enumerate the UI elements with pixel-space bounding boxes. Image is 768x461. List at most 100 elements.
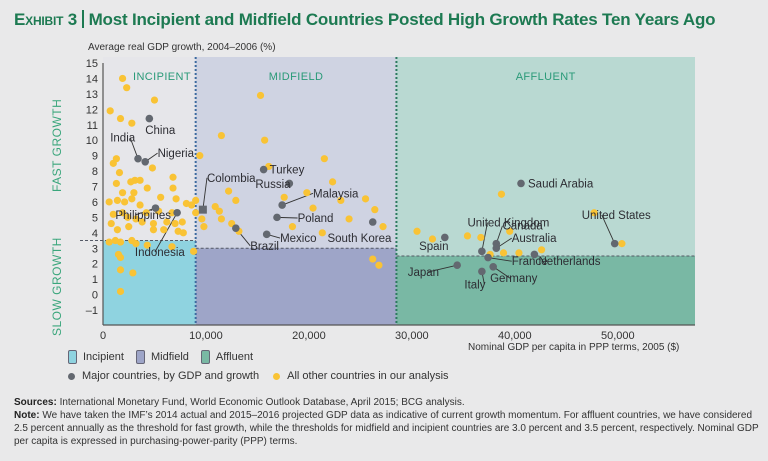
leader-line [487,257,512,262]
major-country-dot-icon [68,372,75,380]
major-country-point [278,201,286,209]
leader-line [427,264,458,273]
other-country-point [369,255,377,263]
other-country-point [506,227,514,235]
x-axis-label: Nominal GDP per capita in PPP terms, 200… [468,342,680,353]
major-country-point [610,239,619,248]
major-country-point [517,179,525,188]
other-country-point [211,202,219,211]
sources: Sources: International Monetary Fund, Wo… [14,397,465,408]
major-country-point [141,158,150,166]
other-country-point [428,235,437,243]
major-country-point [484,253,492,262]
other-country-point [169,184,177,192]
midfield-swatch-icon [135,350,145,364]
footer-notes: Sources: International Monetary Fund, Wo… [14,396,759,448]
other-country-point [136,176,144,184]
other-country-point [169,173,177,181]
title-divider [82,10,84,28]
other-country-point [320,155,328,163]
major-country-point [453,261,461,270]
country-label: United Kingdom [467,218,549,230]
other-country-point [157,193,165,201]
x-tick-label: 20,000 [292,330,326,342]
exhibit-title: Exhibit 3 Most Incipient and Midfield Cou… [14,10,716,30]
y-tick-label: 13 [86,89,98,101]
other-country-point [463,232,472,240]
other-country-point [171,219,179,228]
country-label: Australia [512,233,557,245]
country-label: China [145,125,176,137]
country-label: France [512,256,548,268]
other-country-point [309,204,317,212]
other-country-point [116,253,125,262]
country-label: Brazil [250,241,279,253]
y-tick-label: 12 [86,104,98,116]
other-country-point [143,241,151,249]
y-tick-label: –1 [86,305,98,317]
other-country-point [345,215,353,223]
y-tick-label: 1 [92,274,98,286]
country-label: Spain [419,241,448,253]
other-country-point [125,223,133,231]
other-country-point [149,226,158,234]
major-country-point [232,224,240,232]
other-country-point [361,195,370,203]
legend-markers: Major countries, by GDP and growth All o… [68,370,449,382]
other-country-point [232,196,240,204]
other-country-point [113,196,122,204]
y-tick-label: 10 [86,135,98,147]
y-axis-label: Average real GDP growth, 2004–2006 (%) [88,42,276,53]
country-label: Japan [408,267,439,279]
other-country-point [225,187,233,195]
region-midfield-slow [195,248,397,325]
other-country-point [618,240,626,248]
country-label: South Korea [327,233,392,245]
other-country-point [280,193,288,201]
country-label: Saudi Arabia [528,178,594,190]
other-country-point [123,84,131,92]
legend-midfield: Midfield [150,351,189,363]
other-country-point [116,238,125,246]
major-country-point [259,165,268,174]
country-label: Nigeria [158,148,195,160]
other-country-point [318,229,326,237]
other-country-point [136,201,144,209]
other-country-point [215,207,223,215]
major-country-point [145,114,154,123]
other-country-point [131,176,139,184]
major-country-point [368,218,377,226]
y-tick-label: 9 [92,151,98,163]
country-label: Turkey [270,165,305,177]
other-country-point [142,209,150,217]
legend-other: All other countries in our analysis [287,370,449,382]
other-country-point [371,206,379,214]
legend-incipient: Incipient [83,351,124,363]
other-country-point [148,164,157,172]
major-country-point [489,262,498,271]
leader-line [481,222,488,252]
legend: Incipient Midfield Affluent Major countr… [68,350,449,388]
note: Note: We have taken the IMF’s 2014 actua… [14,410,759,447]
other-country-point [128,195,136,203]
country-label: United States [582,210,651,222]
other-country-point [168,209,176,217]
y-tick-label: 14 [86,73,98,85]
other-country-point [190,247,198,255]
major-country-point [151,204,160,212]
other-country-point [261,136,269,144]
y-tick-label: 2 [92,259,98,271]
incipient-swatch-icon [68,350,77,364]
major-country-point [441,233,449,242]
major-country-point [492,244,501,253]
other-country-point [497,190,506,198]
other-country-point [121,198,129,206]
other-country-point [132,215,140,223]
other-country-point [132,240,140,248]
other-country-point [178,218,186,226]
y-tick-label: 5 [92,212,98,224]
x-tick-label: 30,000 [395,330,429,342]
other-country-point [112,155,120,163]
legend-regions: Incipient Midfield Affluent [68,350,449,364]
other-country-point [192,209,200,217]
